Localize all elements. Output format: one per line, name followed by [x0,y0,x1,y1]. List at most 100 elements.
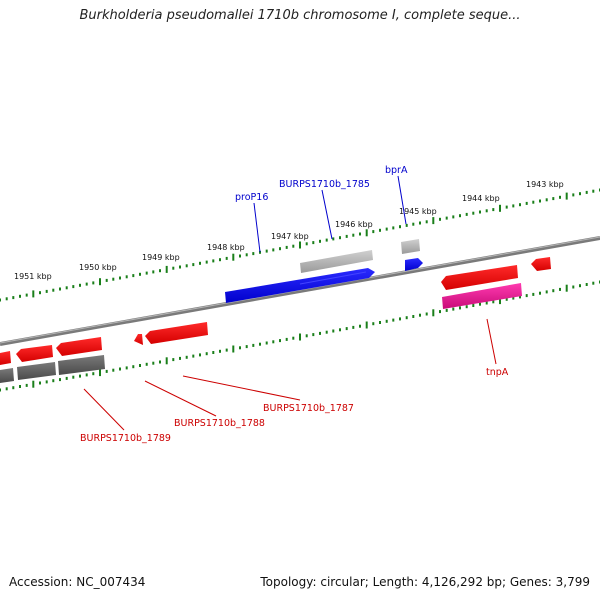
scale-label-1949: 1949 kbp [142,253,180,262]
outer-minor-tick [25,293,28,297]
outer-minor-tick [92,281,95,285]
outer-minor-tick [59,287,61,291]
gene-burps1710b-1785[interactable] [300,250,373,273]
inner-minor-tick [405,316,408,320]
outer-minor-tick [519,203,521,207]
label-burps1710b-1787[interactable]: BURPS1710b_1787 [263,403,354,414]
inner-minor-tick [359,324,361,328]
inner-major-tick [565,284,568,292]
label-burps1710b-1788[interactable]: BURPS1710b_1788 [174,418,265,429]
outer-minor-tick [352,233,355,237]
gene-bprA[interactable] [405,258,423,271]
gene-tnpA[interactable] [442,283,522,309]
inner-minor-tick [439,310,441,314]
outer-minor-tick [85,282,88,286]
inner-major-tick [432,309,435,317]
outer-minor-tick [319,239,321,243]
inner-minor-tick [72,375,75,379]
inner-minor-tick [419,313,421,317]
leader-proP16 [253,202,261,253]
scale-labels: 1951 kbp 1950 kbp 1949 kbp 1948 kbp 1947… [14,180,564,281]
leader-burps1710b-1787 [182,375,301,401]
scale-label-1948: 1948 kbp [207,243,245,252]
gene-reverse-1787[interactable] [134,334,143,345]
gene-pseudo-dark-3[interactable] [58,355,105,375]
inner-minor-tick [399,317,401,321]
gene-proP16[interactable] [225,268,375,303]
chromosome-backbone [0,236,600,346]
outer-minor-tick [585,190,588,194]
inner-minor-tick [259,342,261,346]
gene-pseudo-1786[interactable] [401,239,420,254]
outer-minor-tick [145,271,148,275]
label-bprA[interactable]: bprA [385,165,408,176]
outer-major-tick [165,265,168,273]
inner-minor-tick [19,385,21,388]
outer-major-tick [299,241,301,249]
scale-label-1944: 1944 kbp [462,194,500,203]
inner-minor-tick [199,353,201,357]
outer-minor-tick [399,225,401,229]
inner-minor-tick [552,289,555,293]
inner-minor-tick [579,284,581,288]
inner-minor-tick [472,304,475,307]
outer-minor-tick [219,258,221,262]
outer-minor-tick [359,232,361,236]
gene-reverse-1782[interactable] [531,257,551,271]
gene-reverse-1788a[interactable] [56,337,102,356]
outer-minor-tick [252,252,255,256]
outer-minor-tick [372,230,375,234]
label-burps1710b-1789[interactable]: BURPS1710b_1789 [80,433,171,444]
outer-minor-tick [385,227,388,231]
outer-minor-tick [559,195,561,199]
label-burps1710b-1785[interactable]: BURPS1710b_1785 [279,179,370,190]
outer-minor-tick [332,237,335,241]
outer-minor-tick [552,197,555,201]
gene-reverse-1790[interactable] [0,351,11,365]
outer-major-tick [432,217,435,225]
inner-major-tick [165,357,168,365]
inner-minor-tick [112,368,115,372]
inner-major-tick [499,297,501,305]
inner-minor-tick [505,297,508,301]
outer-minor-tick [425,220,428,224]
label-tnpA[interactable]: tnpA [486,367,509,378]
inner-major-tick [32,380,35,388]
scale-label-1943: 1943 kbp [526,180,564,189]
inner-minor-tick [372,322,375,326]
gene-reverse-1784[interactable] [441,265,518,290]
outer-minor-tick [112,277,115,281]
inner-major-tick [99,369,101,377]
inner-minor-tick [59,378,61,382]
outer-minor-tick [212,259,215,263]
outer-minor-tick [439,217,441,221]
outer-minor-tick [245,253,248,257]
inner-minor-tick [345,327,348,331]
inner-minor-tick [25,383,28,387]
inner-minor-tick [319,331,321,335]
inner-minor-tick [465,305,468,309]
outer-minor-tick [392,226,395,230]
gene-reverse-1789a[interactable] [16,345,53,362]
outer-minor-tick [279,247,281,251]
inner-minor-tick [179,356,181,360]
inner-minor-tick [525,294,528,298]
outer-minor-tick [592,189,595,193]
inner-minor-tick [225,348,228,352]
gene-reverse-1786a[interactable] [145,322,208,344]
label-proP16[interactable]: proP16 [235,192,268,203]
gene-pseudo-dark-1[interactable] [0,368,14,383]
inner-minor-tick [105,369,108,373]
outer-minor-tick [119,276,121,280]
inner-minor-tick [332,329,335,333]
outer-minor-tick [325,238,328,242]
inner-minor-tick [252,343,255,347]
outer-minor-tick [265,249,268,253]
outer-minor-tick [412,222,415,226]
inner-minor-tick [185,355,188,359]
outer-minor-tick [272,248,275,252]
gene-pseudo-dark-2[interactable] [17,362,56,380]
outer-minor-tick [512,204,515,208]
